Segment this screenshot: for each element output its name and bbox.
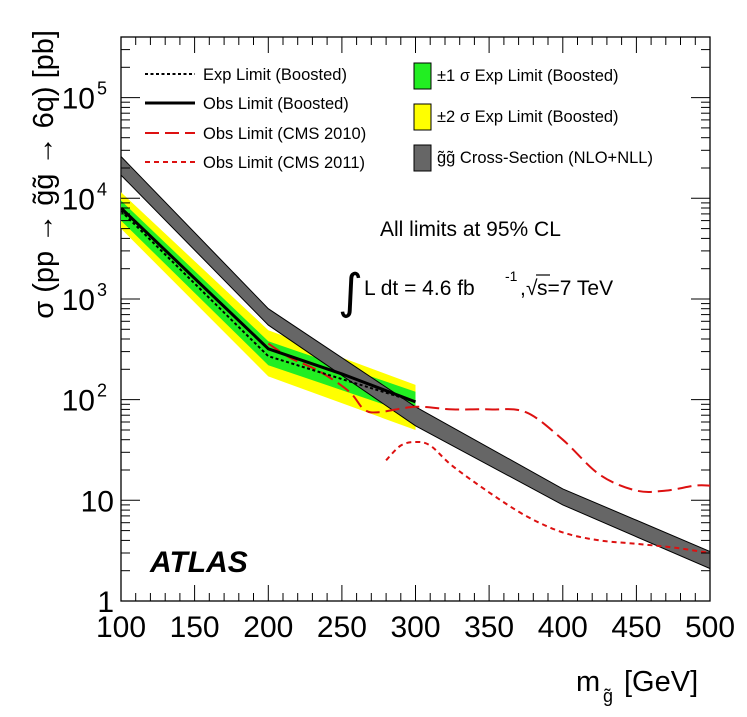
legend-left: Exp Limit (Boosted) Obs Limit (Boosted) … — [145, 66, 366, 172]
energy-text: s=7 TeV — [537, 277, 613, 300]
x-ticks: 100 150 200 250 300 350 400 450 500 — [96, 37, 735, 644]
sqrt-symbol: √ — [526, 277, 538, 300]
y-tick-label-base: 10 — [81, 485, 114, 518]
y-tick-label: 10 — [81, 485, 114, 518]
y-tick-label-exponent: 4 — [97, 179, 107, 199]
y-tick-label-base: 10 — [62, 183, 95, 216]
y-tick-label-exponent: 5 — [97, 79, 107, 99]
lumi-text: L dt = 4.6 fb — [364, 277, 475, 300]
band-xsec — [121, 155, 710, 570]
x-tick-label: 200 — [243, 611, 293, 644]
x-tick-label: 150 — [170, 611, 220, 644]
series-line-exp — [121, 210, 416, 403]
legend-label-obs: Obs Limit (Boosted) — [203, 95, 349, 113]
legend-label-cms2010: Obs Limit (CMS 2010) — [203, 125, 366, 143]
x-tick-label: 300 — [390, 611, 440, 644]
legend-label-band2: ±2 σ Exp Limit (Boosted) — [437, 108, 619, 126]
x-axis-title-m: m — [576, 666, 600, 698]
lumi-annotation: ∫ L dt = 4.6 fb -1 , √ s=7 TeV — [338, 264, 613, 320]
legend-right: ±1 σ Exp Limit (Boosted) ±2 σ Exp Limit … — [413, 62, 653, 172]
y-tick-label: 1 — [97, 586, 114, 619]
x-tick-label: 400 — [538, 611, 588, 644]
y-axis-title: σ (pp → g̃g̃ → 6q) [pb] — [28, 30, 60, 319]
legend-swatch-xsec — [413, 144, 432, 172]
lumi-integral-sign: ∫ — [338, 264, 363, 320]
x-tick-label: 450 — [611, 611, 661, 644]
legend-label-exp: Exp Limit (Boosted) — [203, 66, 347, 84]
legend-swatch-band2 — [413, 103, 432, 131]
y-tick-label: 10 3 — [62, 280, 107, 317]
x-tick-label: 350 — [464, 611, 514, 644]
y-tick-label: 10 5 — [62, 79, 107, 116]
cl-annotation: All limits at 95% CL — [380, 218, 561, 241]
x-axis-title-unit: [GeV] — [624, 666, 698, 698]
x-axis-title-subscript: g̃ — [603, 686, 613, 706]
lumi-exponent: -1 — [505, 268, 518, 284]
x-tick-label: 250 — [317, 611, 367, 644]
y-tick-label-base: 1 — [97, 586, 114, 619]
y-tick-label-exponent: 2 — [97, 381, 107, 401]
series-line-cms2011 — [385, 440, 710, 554]
legend-label-cms2011: Obs Limit (CMS 2011) — [203, 154, 365, 172]
y-tick-label: 10 4 — [62, 179, 107, 216]
series-line-obs — [121, 206, 417, 404]
lines-layer — [121, 206, 710, 554]
y-tick-label-base: 10 — [62, 284, 95, 317]
y-tick-label-base: 10 — [62, 83, 95, 116]
y-tick-label-base: 10 — [62, 385, 95, 418]
y-tick-label: 10 2 — [62, 381, 107, 418]
atlas-label: ATLAS — [149, 546, 248, 579]
x-axis-title: m g̃ [GeV] — [576, 666, 698, 706]
legend-label-xsec: g̃g̃ Cross-Section (NLO+NLL) — [437, 149, 653, 167]
lumi-separator: , — [520, 277, 526, 300]
x-tick-label: 500 — [685, 611, 735, 644]
legend-swatch-band1 — [413, 62, 432, 90]
x-tick-label: 100 — [96, 611, 146, 644]
legend-label-band1: ±1 σ Exp Limit (Boosted) — [437, 67, 619, 85]
series-line-cms2010 — [267, 342, 710, 493]
y-tick-label-exponent: 3 — [97, 280, 107, 300]
